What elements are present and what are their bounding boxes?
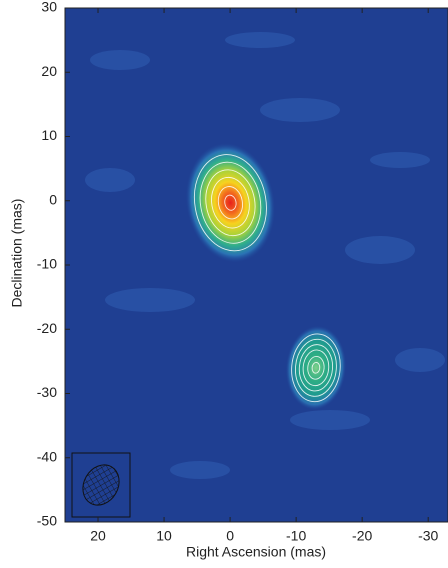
x-tick-label: 10 bbox=[156, 528, 172, 544]
contour bbox=[302, 349, 330, 387]
contour bbox=[307, 355, 325, 380]
contour bbox=[295, 338, 337, 397]
x-axis-label: Right Ascension (mas) bbox=[186, 544, 326, 560]
x-tick-label: 20 bbox=[90, 528, 106, 544]
y-tick-label: 30 bbox=[41, 0, 57, 15]
contour bbox=[298, 344, 334, 392]
contour bbox=[199, 161, 262, 244]
y-tick-label: 20 bbox=[41, 63, 57, 79]
x-tick-label: -10 bbox=[286, 528, 306, 544]
x-tick-label: -30 bbox=[418, 528, 438, 544]
beam-box bbox=[71, 452, 131, 518]
source bbox=[185, 143, 276, 263]
map-background bbox=[65, 8, 448, 522]
y-tick-label: 0 bbox=[49, 191, 57, 207]
noise bbox=[85, 32, 445, 479]
x-tick-label: -20 bbox=[352, 528, 372, 544]
contour bbox=[217, 186, 244, 220]
y-tick-label: -20 bbox=[37, 320, 57, 336]
contour bbox=[291, 333, 341, 403]
contour bbox=[224, 194, 237, 211]
contour bbox=[193, 154, 267, 252]
contour bbox=[205, 169, 256, 237]
map bbox=[65, 8, 448, 522]
beam bbox=[71, 452, 131, 518]
y-tick-label: -10 bbox=[37, 256, 57, 272]
y-tick-label: 10 bbox=[41, 127, 57, 143]
beam-ellipse bbox=[82, 464, 120, 506]
contour bbox=[211, 176, 250, 229]
y-axis-label: Declination (mas) bbox=[9, 199, 25, 308]
contour bbox=[311, 362, 321, 374]
sources bbox=[185, 143, 347, 410]
y-tick-label: -30 bbox=[37, 384, 57, 400]
y-tick-label: -50 bbox=[37, 513, 57, 529]
y-tick-label: -40 bbox=[37, 448, 57, 464]
x-tick-label: 0 bbox=[226, 528, 234, 544]
